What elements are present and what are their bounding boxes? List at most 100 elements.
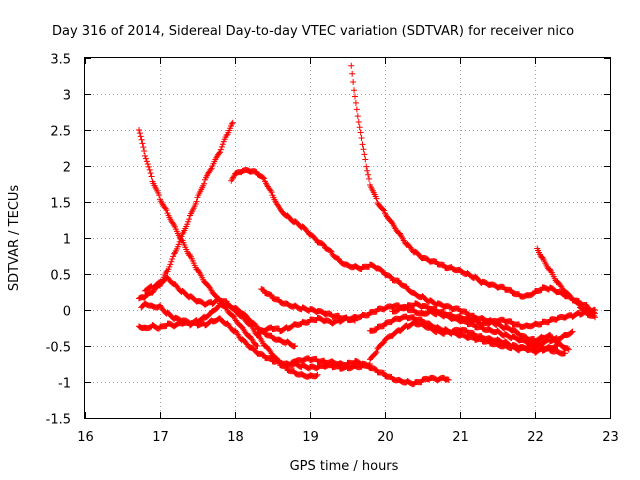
data-point <box>140 144 147 151</box>
series-s4 <box>348 62 598 317</box>
data-point <box>166 263 173 270</box>
data-point <box>569 328 576 335</box>
series-s14 <box>389 300 598 330</box>
data-point <box>387 273 394 280</box>
y-tick-label: 3.5 <box>50 53 71 68</box>
data-point <box>162 205 169 212</box>
tick-labels: 16 17 18 19 20 21 22 23 -1.5 -1 -0.5 0 0.5 1 1.5 2 2.5 3 3… <box>46 53 619 446</box>
data-point <box>373 195 380 202</box>
y-tick-label: 1.5 <box>50 197 71 212</box>
series-s8 <box>142 274 321 380</box>
chart-title: Day 316 of 2014, Sidereal Day-to-day VTE… <box>52 24 574 39</box>
data-point <box>353 106 360 113</box>
data-point <box>233 330 240 337</box>
y-tick-label: -1 <box>58 377 71 392</box>
data-point <box>361 151 368 158</box>
data-point <box>592 307 598 313</box>
data-point <box>314 371 321 378</box>
data-point <box>565 346 572 353</box>
data-point <box>381 370 388 377</box>
data-point <box>201 180 208 187</box>
data-point <box>186 216 193 223</box>
data-point <box>193 198 200 205</box>
data-point <box>366 175 373 182</box>
x-tick-label: 17 <box>152 430 169 445</box>
data-point <box>568 329 575 336</box>
data-point <box>320 241 327 248</box>
data-point <box>359 141 366 148</box>
data-point <box>591 312 598 319</box>
data-point <box>351 316 358 323</box>
x-tick-label: 20 <box>377 430 394 445</box>
data-points <box>136 62 598 388</box>
data-point <box>185 218 192 225</box>
data-point <box>136 127 142 133</box>
data-point <box>167 261 174 268</box>
data-point <box>350 78 357 85</box>
x-tick-label: 21 <box>452 430 469 445</box>
y-tick-label: 0 <box>63 305 71 320</box>
data-point <box>282 363 289 370</box>
data-point <box>348 62 355 69</box>
data-point <box>381 207 388 214</box>
x-tick-label: 23 <box>602 430 619 445</box>
series-s11 <box>288 355 452 388</box>
x-tick-label: 18 <box>227 430 244 445</box>
data-point <box>215 303 222 310</box>
data-point <box>168 258 175 265</box>
data-point <box>176 238 183 245</box>
data-point <box>260 286 267 293</box>
data-point <box>312 236 319 243</box>
data-point <box>216 150 223 157</box>
data-point <box>145 163 152 170</box>
data-point <box>354 113 361 120</box>
data-point <box>170 220 177 227</box>
data-point <box>177 236 184 243</box>
y-tick-label: 3 <box>63 89 71 104</box>
data-point <box>147 170 154 177</box>
data-point <box>355 119 362 126</box>
data-point <box>291 343 298 350</box>
y-tick-label: -0.5 <box>46 341 71 356</box>
data-point <box>163 207 170 214</box>
y-axis-label: SDTVAR / TECUs <box>7 185 22 292</box>
data-point <box>218 143 225 150</box>
x-tick-label: 16 <box>77 430 94 445</box>
data-point <box>267 187 274 194</box>
data-point <box>576 301 583 308</box>
data-point <box>146 166 153 173</box>
data-point <box>357 129 364 136</box>
data-point <box>380 206 387 213</box>
data-point <box>388 218 395 225</box>
y-tick-label: -1.5 <box>46 413 71 428</box>
data-point <box>230 174 237 181</box>
data-point <box>217 149 223 156</box>
data-point <box>564 345 571 352</box>
series-s13 <box>367 313 576 354</box>
data-point <box>137 133 144 140</box>
x-tick-label: 19 <box>302 430 319 445</box>
data-point <box>554 343 561 349</box>
data-point <box>327 248 334 255</box>
y-tick-label: 2.5 <box>50 125 71 140</box>
data-point <box>373 349 380 356</box>
data-point <box>195 267 202 274</box>
series-s10 <box>254 314 358 339</box>
x-tick-label: 22 <box>527 430 544 445</box>
data-point <box>445 376 452 383</box>
data-point <box>360 146 367 153</box>
data-point <box>313 372 320 379</box>
data-point <box>267 291 274 298</box>
data-point <box>275 357 282 364</box>
data-point <box>292 343 298 349</box>
data-point <box>175 241 182 248</box>
data-point <box>537 287 544 294</box>
data-point <box>143 158 150 165</box>
data-point <box>138 136 145 143</box>
y-tick-label: 2 <box>63 161 71 176</box>
data-point <box>254 343 261 349</box>
data-point <box>352 99 359 106</box>
data-point <box>260 174 267 181</box>
y-tick-label: 0.5 <box>50 269 71 284</box>
